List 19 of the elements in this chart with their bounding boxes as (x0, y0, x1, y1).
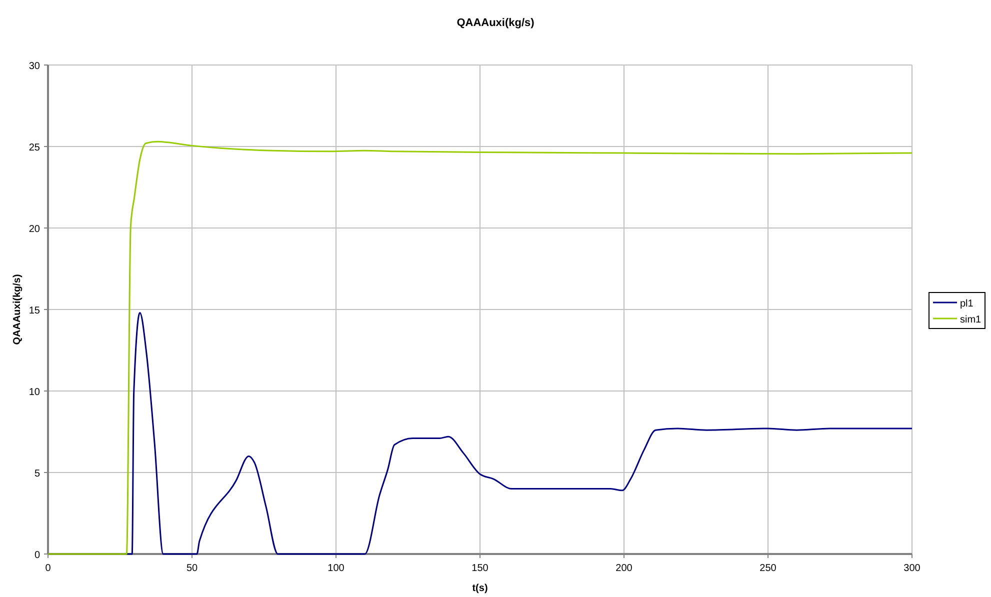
x-tick-label: 150 (472, 563, 489, 574)
y-tick-label: 15 (28, 306, 40, 316)
legend-label: pl1 (960, 298, 974, 310)
x-axis-title: t(s) (472, 583, 488, 594)
legend-label: sim1 (960, 314, 982, 326)
y-tick-label: 25 (28, 142, 40, 154)
y-tick-label: 0 (34, 550, 40, 561)
x-tick-label: 100 (328, 563, 345, 574)
x-tick-label: 0 (45, 563, 52, 574)
x-tick-label: 300 (904, 563, 921, 574)
chart-title: QAAAuxi(kg/s) (456, 17, 535, 29)
x-tick-label: 50 (186, 563, 198, 574)
y-tick-label: 20 (28, 224, 40, 235)
y-tick-label: 10 (28, 387, 40, 398)
x-tick-label: 200 (616, 563, 633, 574)
x-tick-label: 250 (760, 563, 777, 574)
y-tick-label: 30 (28, 61, 40, 72)
y-tick-label: 5 (34, 468, 40, 480)
y-axis-title: QAAAuxi(kg/s) (12, 274, 23, 345)
